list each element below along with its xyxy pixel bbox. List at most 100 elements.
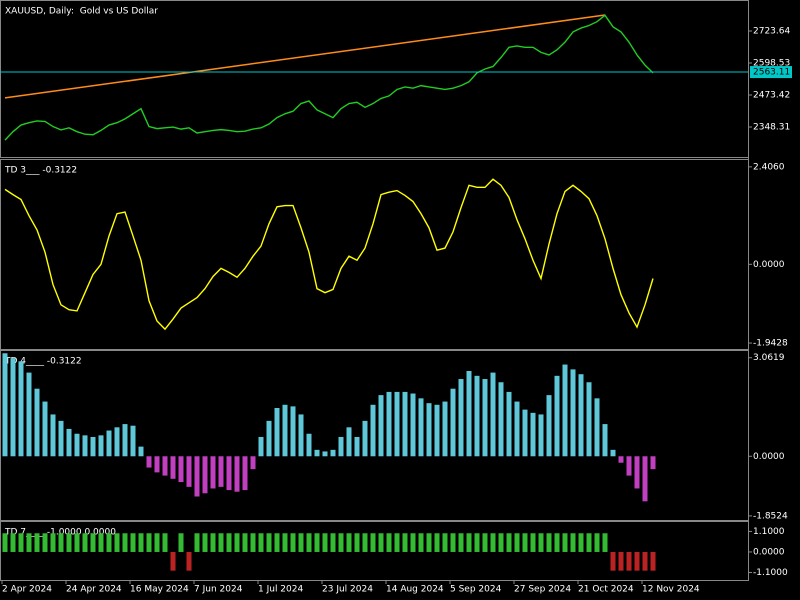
x-tick-label: 24 Apr 2024 — [66, 585, 122, 595]
bar — [466, 370, 472, 457]
x-tick-label: 21 Oct 2024 — [578, 585, 634, 595]
bar — [98, 533, 104, 552]
bar — [634, 456, 640, 489]
bar — [506, 533, 512, 552]
bar — [602, 533, 608, 552]
y-tick-label: 0.0000 — [753, 547, 785, 557]
bar — [570, 533, 576, 552]
bar — [546, 533, 552, 552]
y-tick-label: 3.0619 — [753, 353, 785, 363]
y-tick-label: 0.0000 — [753, 260, 785, 270]
bar — [370, 404, 376, 457]
bar — [298, 414, 304, 457]
y-tick-label: 2348.31 — [753, 122, 790, 132]
bar — [274, 408, 280, 457]
bar — [474, 533, 480, 552]
bar — [306, 433, 312, 457]
bar — [466, 533, 472, 552]
bar — [418, 398, 424, 457]
bar — [586, 533, 592, 552]
bar — [450, 533, 456, 552]
y-tick-label: 2.4060 — [753, 162, 785, 172]
bar — [450, 388, 456, 457]
bar — [338, 533, 344, 552]
bar — [346, 533, 352, 552]
bar — [546, 395, 552, 457]
bar — [602, 424, 608, 457]
bar — [2, 533, 8, 552]
bar — [594, 398, 600, 457]
bar — [434, 533, 440, 552]
y-tick-label: 2473.42 — [753, 90, 790, 100]
bar — [354, 436, 360, 457]
price-line — [4, 178, 654, 331]
bar — [226, 533, 232, 552]
bar — [202, 456, 208, 494]
bar — [146, 456, 152, 468]
bar — [50, 533, 56, 552]
bar — [410, 533, 416, 552]
bar — [522, 533, 528, 552]
x-tick-label: 23 Jul 2024 — [322, 585, 373, 595]
bar — [570, 369, 576, 457]
y-tick-label: 2598.53 — [753, 58, 790, 68]
bar — [138, 446, 144, 457]
bar — [266, 420, 272, 457]
bar — [138, 533, 144, 552]
bar — [482, 533, 488, 552]
bar — [170, 551, 176, 571]
y-tick-label: 1.1000 — [753, 527, 785, 537]
y-tick-label: -1.8524 — [753, 511, 788, 521]
bar — [610, 551, 616, 571]
bar — [650, 456, 656, 470]
bar — [82, 533, 88, 552]
bar — [490, 533, 496, 552]
bar — [10, 533, 16, 552]
bar — [314, 449, 320, 457]
bar — [522, 409, 528, 457]
bar — [18, 361, 24, 457]
bar — [642, 456, 648, 502]
bar — [562, 364, 568, 457]
bar — [394, 533, 400, 552]
x-tick-label: 1 Jul 2024 — [258, 585, 303, 595]
bar — [402, 533, 408, 552]
bar — [210, 533, 216, 552]
bar — [258, 436, 264, 457]
bar — [178, 456, 184, 483]
y-tick-label: -1.1000 — [753, 568, 788, 578]
bar — [146, 533, 152, 552]
bar — [34, 533, 40, 552]
bar — [58, 533, 64, 552]
price-line — [4, 14, 654, 141]
bar — [618, 456, 624, 463]
bar — [26, 533, 32, 552]
bar — [458, 379, 464, 457]
bar — [90, 436, 96, 457]
panel-title: TD 3___ -0.3122 — [4, 166, 77, 176]
x-tick-label: 5 Sep 2024 — [450, 585, 502, 595]
bar — [330, 533, 336, 552]
bar — [578, 374, 584, 457]
bar — [66, 428, 72, 457]
bar — [282, 404, 288, 457]
current-price-box — [750, 66, 792, 79]
panel-title: TD 4____ -0.3122 — [4, 357, 82, 367]
bar — [610, 449, 616, 457]
bar — [562, 533, 568, 552]
bar — [514, 401, 520, 457]
bar — [538, 414, 544, 457]
y-tick-label: 2723.64 — [753, 26, 790, 36]
bar — [594, 533, 600, 552]
bar — [378, 533, 384, 552]
bar — [82, 435, 88, 457]
bar — [210, 456, 216, 489]
bar — [290, 533, 296, 552]
bar — [338, 436, 344, 457]
bar — [202, 533, 208, 552]
bar — [410, 393, 416, 457]
bar — [418, 533, 424, 552]
trendline — [4, 14, 606, 99]
bar — [650, 551, 656, 571]
